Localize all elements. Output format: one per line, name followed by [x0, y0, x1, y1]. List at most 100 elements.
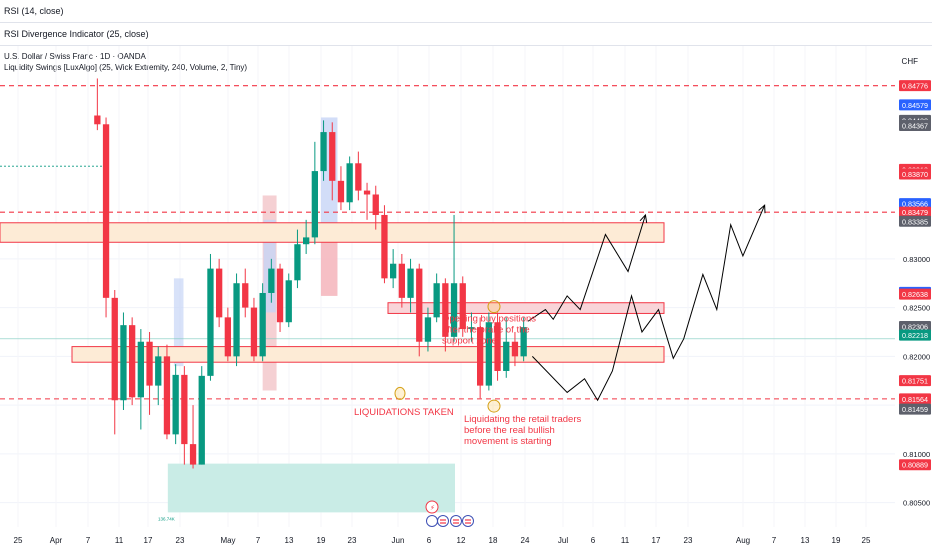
price-label-box: [899, 163, 931, 175]
candle: [303, 237, 310, 245]
annotation-text: after the brake of the: [442, 324, 530, 335]
candle: [320, 132, 327, 172]
candle: [511, 341, 519, 357]
liquidity-zone-blue: [173, 278, 184, 367]
candle: [329, 132, 336, 181]
us-flag-icon[interactable]: [437, 515, 449, 527]
currency-label: CHF: [901, 57, 918, 66]
price-label-box: [899, 206, 931, 218]
projection-path: [531, 205, 766, 402]
x-axis-tick-label: 25: [862, 536, 871, 545]
price-label: 0.83566: [902, 200, 928, 209]
price-label: 0.81564: [902, 395, 928, 404]
candle: [172, 374, 179, 435]
candle: [459, 283, 466, 330]
support-zone: [71, 346, 665, 363]
candle: [189, 444, 197, 465]
candle: [111, 297, 118, 401]
x-axis-tick-label: 11: [115, 536, 124, 545]
candle: [494, 322, 501, 371]
x-axis-tick-label: 23: [684, 536, 693, 545]
candle: [294, 244, 301, 281]
x-axis-tick-label: 6: [591, 536, 596, 545]
x-axis-tick-label: 13: [801, 536, 810, 545]
x-axis-tick-label: 23: [176, 536, 185, 545]
candle: [355, 163, 362, 191]
symbol-legend: U.S. Dollar / Swiss Franc · 1D · OANDA: [4, 52, 146, 61]
price-label: 0.84367: [902, 122, 928, 131]
price-label-box: [899, 168, 931, 180]
price-label-box: [899, 321, 931, 333]
pink-block: [320, 224, 338, 296]
x-axis-tick-label: 7: [256, 536, 261, 545]
candle: [398, 263, 405, 298]
x-axis-tick-label: Jun: [392, 536, 405, 545]
candle: [346, 163, 353, 203]
rsi-indicator-label[interactable]: RSI (14, close): [4, 6, 64, 16]
annotation-text: movement is starting: [464, 436, 552, 447]
x-axis-tick-label: 19: [317, 536, 326, 545]
candle: [233, 283, 240, 357]
candle: [207, 268, 214, 376]
candle: [102, 124, 110, 298]
candle: [155, 356, 162, 386]
candle: [146, 341, 153, 386]
liquidity-zone-teal: [167, 463, 455, 513]
annotation-text: Opening buy positions: [442, 313, 536, 324]
candle: [372, 194, 379, 215]
price-label: 0.83479: [902, 208, 928, 217]
indicator-separator: [0, 45, 932, 46]
us-flag-icon[interactable]: [462, 515, 474, 527]
price-label: 0.84579: [902, 101, 928, 110]
x-axis-tick-label: 11: [621, 536, 630, 545]
x-axis-tick-label: 19: [832, 536, 841, 545]
x-axis-tick-label: 12: [457, 536, 466, 545]
price-label: 0.80889: [902, 461, 928, 470]
price-label-box: [899, 99, 931, 111]
rsi-divergence-indicator-label[interactable]: RSI Divergence Indicator (25, close): [4, 29, 149, 39]
price-label: 0.82656: [902, 288, 928, 297]
x-axis-tick-label: 7: [772, 536, 777, 545]
buy-marker: [487, 300, 501, 314]
candle: [433, 283, 440, 318]
projection-path: [527, 214, 646, 322]
us-flag-icon[interactable]: [426, 515, 438, 527]
candle: [242, 283, 249, 308]
price-label: 0.82218: [902, 331, 928, 340]
candle: [442, 283, 449, 337]
event-icon[interactable]: [425, 500, 439, 514]
price-label: 0.81459: [902, 405, 928, 414]
projection-arrowhead: [758, 204, 766, 214]
candle: [468, 327, 475, 330]
price-label: 0.83870: [902, 170, 928, 179]
lightning-icon: ⚡: [430, 504, 435, 512]
x-axis-tick-label: 7: [86, 536, 91, 545]
candle: [216, 268, 223, 318]
candle: [520, 327, 527, 357]
us-flag-icon[interactable]: [450, 515, 462, 527]
x-axis-tick-label: 24: [521, 536, 530, 545]
volume-label: 136.74K: [158, 516, 175, 521]
price-axis-tick-label: 0.82000: [903, 352, 930, 361]
price-label: 0.82306: [902, 323, 928, 332]
candle: [163, 356, 171, 435]
liquidation-marker: [487, 399, 501, 413]
price-label: 0.83385: [902, 217, 928, 226]
candle: [250, 307, 258, 357]
liquidation-marker: [394, 386, 406, 400]
price-label-box: [899, 215, 931, 227]
liquidity-swings-legend[interactable]: Liquidity Swings [LuxAlgo] (25, Wick Ext…: [4, 63, 248, 72]
candle: [268, 268, 275, 293]
candle: [198, 375, 205, 465]
candle: [363, 190, 371, 195]
candle: [337, 180, 345, 203]
price-label-box: [899, 403, 931, 415]
price-label-box: [899, 286, 931, 298]
price-label-box: [899, 288, 931, 300]
price-axis-tick-label: 0.81000: [903, 450, 930, 459]
price-label-box: [899, 198, 931, 210]
x-axis-tick-label: 17: [652, 536, 661, 545]
price-axis-tick-label: 0.82500: [903, 304, 930, 313]
